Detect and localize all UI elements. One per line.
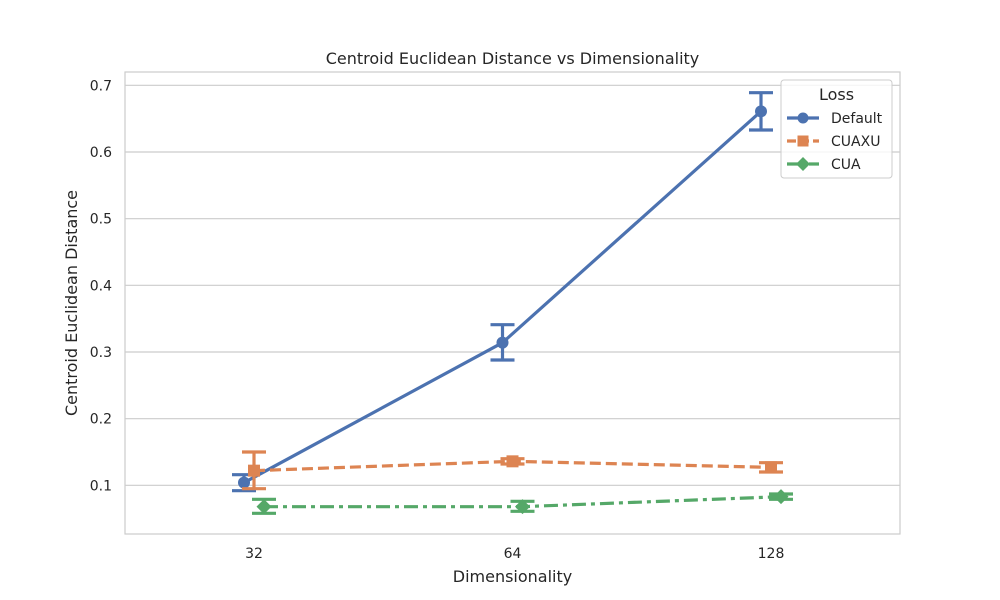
series-default — [232, 91, 773, 493]
y-tick-label: 0.5 — [90, 212, 112, 228]
series-cua — [252, 489, 793, 515]
data-point — [765, 461, 777, 474]
y-tick-label: 0.1 — [90, 478, 112, 494]
data-point — [248, 464, 260, 477]
legend-label: CUAXU — [831, 134, 880, 150]
data-point — [238, 476, 250, 489]
chart-title: Centroid Euclidean Distance vs Dimension… — [326, 49, 700, 68]
legend-swatch-marker — [796, 157, 810, 171]
y-tick-label: 0.3 — [90, 345, 112, 361]
data-point — [496, 336, 509, 349]
x-tick-labels: 32 64 128 — [245, 546, 784, 562]
x-axis-label: Dimensionality — [453, 567, 572, 586]
data-point — [506, 455, 519, 468]
legend-swatch-marker — [797, 135, 809, 147]
legend-label: Default — [831, 111, 883, 127]
y-axis-label: Centroid Euclidean Distance — [62, 190, 81, 416]
data-point — [755, 105, 767, 118]
series-cuaxu — [242, 450, 783, 491]
x-tick-label: 32 — [245, 546, 263, 562]
data-point — [773, 489, 789, 505]
data-point — [256, 499, 272, 515]
y-tick-label: 0.6 — [90, 145, 112, 161]
y-tick-label: 0.7 — [90, 78, 112, 94]
y-tick-label: 0.2 — [90, 412, 112, 428]
legend-label: CUA — [831, 157, 861, 173]
legend-swatch-marker — [797, 112, 809, 124]
y-tick-label: 0.4 — [90, 278, 112, 294]
legend: Loss Default CUAXU CUA — [780, 79, 893, 179]
legend-item-default: Default — [787, 111, 883, 127]
legend-item-cuaxu: CUAXU — [787, 134, 880, 150]
legend-item-cua: CUA — [787, 157, 861, 173]
data-point — [515, 499, 530, 515]
x-tick-label: 128 — [758, 546, 785, 562]
y-tick-labels: 0.1 0.2 0.3 0.4 0.5 0.6 0.7 — [90, 78, 112, 494]
legend-title: Loss — [819, 85, 854, 104]
legend-frame — [780, 79, 893, 179]
series-layer — [232, 91, 793, 515]
x-tick-label: 64 — [504, 546, 522, 562]
